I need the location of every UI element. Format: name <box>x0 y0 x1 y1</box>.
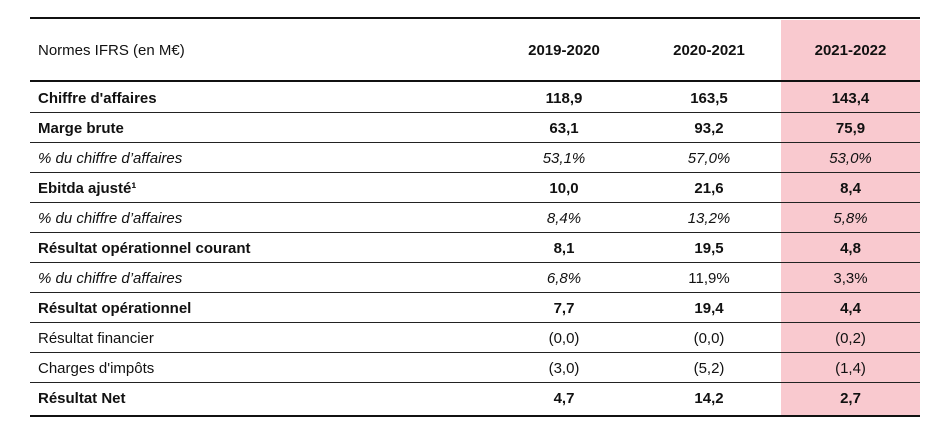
row-divider <box>30 352 920 353</box>
row-divider <box>30 172 920 173</box>
row-value-col-3: 4,4 <box>840 299 861 317</box>
row-value-col-2: 57,0% <box>687 149 731 167</box>
row-label: Résultat Net <box>38 389 126 407</box>
row-value-col-3: 53,0% <box>829 149 872 167</box>
row-divider <box>30 262 920 263</box>
row-value-col-3: 8,4 <box>840 179 861 197</box>
row-label: % du chiffre d’affaires <box>38 209 183 227</box>
row-value-col-1: 8,1 <box>553 239 575 257</box>
header-year-2020-2021: 2020-2021 <box>673 41 745 59</box>
row-value-col-3: 5,8% <box>833 209 868 227</box>
row-value-col-3: 75,9 <box>835 119 866 137</box>
row-label: Ebitda ajusté¹ <box>38 179 137 197</box>
row-value-col-1: 4,7 <box>553 389 575 407</box>
row-value-col-3: 143,4 <box>831 89 870 107</box>
row-value-col-1: 118,9 <box>545 89 583 107</box>
table-row: % du chiffre d’affaires 8,4% 13,2% 5,8% <box>0 203 950 233</box>
row-value-col-3: 2,7 <box>840 389 861 407</box>
row-label: % du chiffre d’affaires <box>38 149 183 167</box>
row-value-col-2: 11,9% <box>688 269 730 287</box>
table-row: Résultat opérationnel courant 8,1 19,5 4,8 <box>0 233 950 263</box>
row-label: Résultat opérationnel courant <box>38 239 251 257</box>
row-value-col-2: 163,5 <box>690 89 728 107</box>
row-divider <box>30 232 920 233</box>
row-label: Marge brute <box>38 119 124 137</box>
table-header-row: Normes IFRS (en M€) 2019-2020 2020-2021 … <box>0 20 950 80</box>
highlight-column-2021-2022 <box>781 20 920 416</box>
row-value-col-3: (0,2) <box>835 329 866 347</box>
row-value-col-2: 13,2% <box>687 209 731 227</box>
row-value-col-1: 53,1% <box>542 149 586 167</box>
row-divider <box>30 322 920 323</box>
table-row: Ebitda ajusté¹ 10,0 21,6 8,4 <box>0 173 950 203</box>
row-divider <box>30 142 920 143</box>
row-label: % du chiffre d’affaires <box>38 269 183 287</box>
row-label: Chiffre d'affaires <box>38 89 157 107</box>
table-row: Chiffre d'affaires 118,9 163,5 143,4 <box>0 83 950 113</box>
table-top-rule <box>30 17 920 19</box>
row-value-col-2: 19,4 <box>694 299 724 317</box>
table-row: Charges d'impôts (3,0) (5,2) (1,4) <box>0 353 950 383</box>
row-divider <box>30 112 920 113</box>
row-value-col-3: 3,3% <box>833 269 868 287</box>
row-divider <box>30 292 920 293</box>
row-value-col-3: (1,4) <box>835 359 866 377</box>
table-row: Résultat financier (0,0) (0,0) (0,2) <box>0 323 950 353</box>
row-divider <box>30 382 920 383</box>
row-value-col-1: (0,0) <box>548 329 580 347</box>
table-row: % du chiffre d’affaires 6,8% 11,9% 3,3% <box>0 263 950 293</box>
row-label: Résultat opérationnel <box>38 299 192 317</box>
row-value-col-1: 10,0 <box>549 179 579 197</box>
row-value-col-1: (3,0) <box>548 359 580 377</box>
row-value-col-1: 63,1 <box>549 119 579 137</box>
row-label: Charges d'impôts <box>38 359 155 377</box>
row-value-col-3: 4,8 <box>840 239 861 257</box>
row-value-col-2: (0,0) <box>693 329 725 347</box>
header-year-2019-2020: 2019-2020 <box>528 41 600 59</box>
table-row: Marge brute 63,1 93,2 75,9 <box>0 113 950 143</box>
table-row: Résultat Net 4,7 14,2 2,7 <box>0 383 950 413</box>
row-value-col-2: 14,2 <box>694 389 724 407</box>
row-value-col-1: 6,8% <box>546 269 582 287</box>
row-divider <box>30 202 920 203</box>
header-label: Normes IFRS (en M€) <box>38 41 185 59</box>
row-value-col-2: 93,2 <box>694 119 724 137</box>
row-value-col-2: 19,5 <box>694 239 724 257</box>
header-bottom-rule <box>30 80 920 82</box>
row-value-col-2: 21,6 <box>694 179 724 197</box>
header-year-2021-2022: 2021-2022 <box>814 41 887 59</box>
table-bottom-rule <box>30 415 920 417</box>
table-row: Résultat opérationnel 7,7 19,4 4,4 <box>0 293 950 323</box>
row-value-col-1: 8,4% <box>546 209 582 227</box>
row-value-col-1: 7,7 <box>553 299 575 317</box>
row-label: Résultat financier <box>38 329 154 347</box>
row-value-col-2: (5,2) <box>693 359 725 377</box>
table-row: % du chiffre d’affaires 53,1% 57,0% 53,0% <box>0 143 950 173</box>
